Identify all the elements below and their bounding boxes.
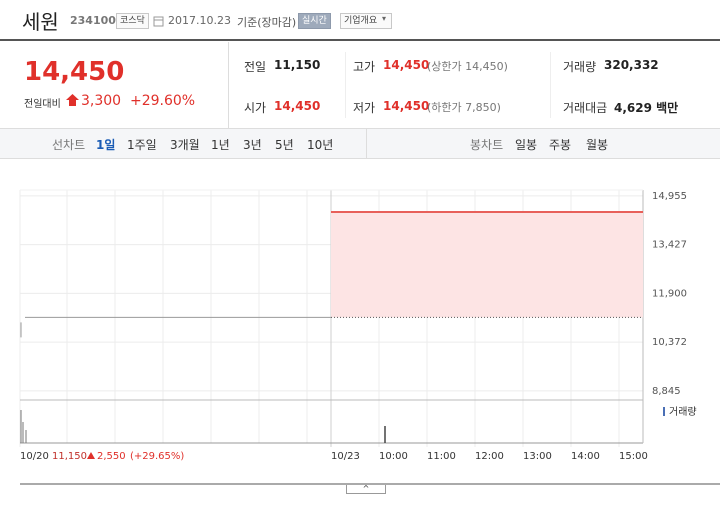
tab[interactable]: 월봉	[586, 138, 609, 152]
y-tick-label: 13,427	[652, 240, 687, 251]
info-note: (하한가 7,850)	[427, 101, 501, 114]
tab-bar	[0, 128, 720, 159]
change-label: 전일대비	[24, 99, 61, 110]
x-tick-label: 15:00	[619, 451, 648, 462]
info-value: 14,450	[274, 99, 321, 113]
market-badge: 코스닥	[116, 13, 149, 29]
stock-code: 234100	[70, 14, 116, 27]
tab[interactable]: 10년	[307, 138, 334, 152]
y-tick-label: 14,955	[652, 191, 687, 202]
tab[interactable]: 1년	[211, 138, 230, 152]
stock-name: 세원	[22, 10, 59, 34]
change: 3,300	[81, 93, 122, 109]
company-info-button[interactable]: 기업개요	[340, 13, 393, 29]
change-rate: +29.60%	[130, 93, 196, 109]
current-price: 14,450	[24, 57, 125, 87]
tab[interactable]: 1주일	[127, 138, 157, 152]
header-rule	[0, 39, 720, 41]
x-tick-label: 10:00	[379, 451, 408, 462]
y-tick-label: 11,900	[652, 288, 687, 299]
footer-price: 11,150	[52, 451, 87, 462]
info-value: 320,332	[604, 58, 659, 72]
price-chart: 14,955 13,427 11,900 10,372 8,845 10/20 10/23 1…	[19, 189, 720, 485]
volume-legend: 거래량	[669, 406, 697, 418]
y-tick-label: 10,372	[652, 337, 687, 348]
volume-legend-swatch	[663, 407, 665, 416]
x-tick-label: 12:00	[475, 451, 504, 462]
y-tick-label: 8,845	[652, 386, 681, 397]
info-note: (상한가 14,450)	[427, 60, 508, 73]
x-tick-label: 11:00	[427, 451, 456, 462]
price-range-area	[331, 212, 643, 318]
up-icon	[66, 94, 79, 106]
info-label: 시가	[244, 101, 267, 115]
tab-group-label: 봉차트	[470, 138, 504, 152]
divider	[228, 42, 229, 128]
tab[interactable]: 일봉	[515, 138, 538, 152]
realtime-button[interactable]: 실시간	[298, 13, 331, 29]
divider	[550, 52, 551, 118]
info-label: 고가	[353, 60, 376, 74]
divider	[345, 52, 346, 118]
divider	[366, 129, 367, 158]
info-label: 전일	[244, 60, 267, 74]
info-label: 저가	[353, 101, 376, 115]
x-tick-label: 14:00	[571, 451, 600, 462]
tab[interactable]: 5년	[275, 138, 294, 152]
footer-change: 2,550	[97, 451, 126, 462]
info-value: 4,629 백만	[614, 101, 679, 115]
date-basis: 기준(장마감)	[237, 16, 297, 29]
x-tick-label: 10/23	[331, 451, 360, 462]
calendar-icon	[153, 16, 164, 27]
info-label: 거래대금	[563, 101, 608, 115]
x-tick-label: 13:00	[523, 451, 552, 462]
info-value: 11,150	[274, 58, 321, 72]
tab[interactable]: 3년	[243, 138, 262, 152]
dropdown-arrow: ▾	[382, 14, 387, 23]
up-arrow	[87, 452, 95, 459]
tab[interactable]: 3개월	[170, 138, 200, 152]
collapse-button[interactable]: ^	[346, 485, 386, 494]
date: 2017.10.23	[168, 14, 231, 27]
tab-group-label: 선차트	[52, 138, 86, 152]
tab[interactable]: 1일	[96, 138, 116, 152]
footer-rate: (+29.65%)	[130, 451, 184, 462]
tab[interactable]: 주봉	[549, 138, 572, 152]
info-value: 14,450	[383, 99, 430, 113]
info-label: 거래량	[563, 60, 597, 74]
x-tick-label: 10/20	[20, 451, 49, 462]
info-value: 14,450	[383, 58, 430, 72]
